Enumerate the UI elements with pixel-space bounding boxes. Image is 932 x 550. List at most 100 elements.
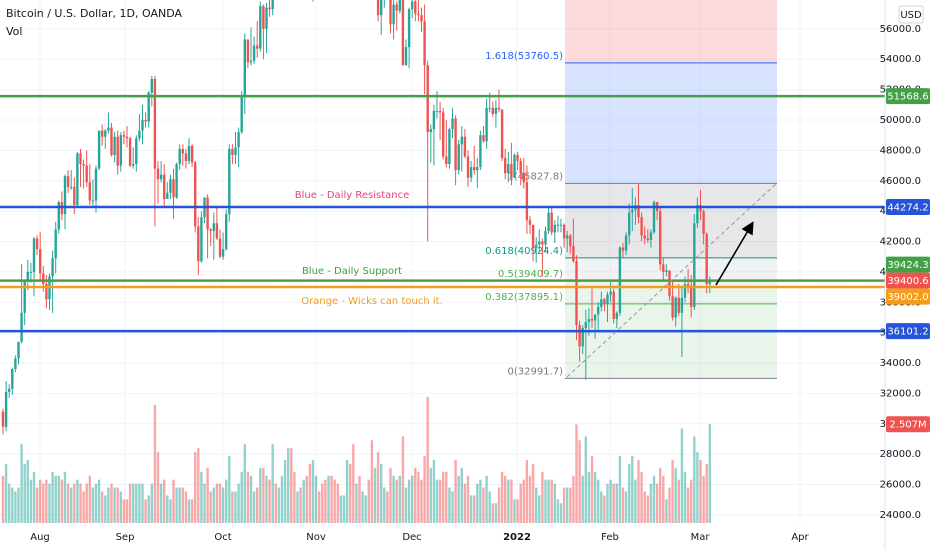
price-pane [1,0,711,435]
volume-bar [581,475,584,523]
y-tick-label: 48000.0 [880,145,921,156]
volume-bar [135,483,138,523]
volume-bar [314,475,318,523]
candle-body [590,318,594,321]
annotations: Blue - Daily Resistance Blue - Daily Supp… [295,190,443,307]
volume-bar [63,471,67,523]
price-label-box [886,88,930,105]
candle-body [435,110,439,112]
candle-body [414,1,417,14]
volume-bar [91,487,95,523]
candle-body [85,165,88,183]
candle-body [457,144,460,171]
volume-bar [215,483,219,523]
candle-body [113,136,116,155]
candle-body [240,97,243,133]
volume-bar [389,467,392,523]
volume-bar [426,396,429,523]
candle-body [392,4,395,25]
volume-bar [187,499,191,523]
x-tick-label: 2022 [503,532,531,543]
candle-body [97,130,101,169]
candle-body [221,249,225,257]
volume-bar [463,483,467,523]
candle-body [181,148,184,154]
candle-body [469,167,473,178]
volume-bar [290,448,293,523]
candle-body [423,21,426,66]
candle-body [57,202,60,230]
candle-body [212,223,215,231]
volume-bar [287,448,290,523]
volume-bar [504,475,507,523]
y-tick-label: 46000.0 [880,176,921,187]
volume-bar [370,440,374,523]
volume-bar [221,487,225,523]
volume-bar [48,483,51,523]
volume-bar [355,483,358,523]
volume-bar [435,479,439,523]
volume-bar [411,475,414,523]
volume-bar [321,483,324,523]
price-label-box [886,256,930,273]
candle-body [587,318,591,323]
fibonacci: 0(32991.7) 0.382(37895.1) 0.5(39409.7) 0.61… [485,0,777,379]
volume-bar [624,491,628,523]
candle-body [544,230,547,245]
volume-bar [82,491,85,523]
volume-bar [66,483,70,523]
price-label-box [886,416,930,433]
volume-bar [107,487,110,523]
candle-body [640,217,643,236]
candle-body [246,39,250,63]
volume-bar [401,436,405,523]
fib-zone [565,303,777,379]
candle-body [144,120,147,122]
candle-body [525,182,529,221]
candle-body [147,92,150,122]
volume-bar [438,479,442,523]
candle-body [646,238,649,240]
volume-bar [274,483,277,523]
volume-bar [26,459,29,523]
volume-bar [696,452,699,523]
volume-bar [144,499,147,523]
volume-bar [631,456,634,523]
candle-body [187,145,191,162]
volume-bar [212,487,215,523]
candle-body [668,270,671,297]
candle-body [156,168,160,180]
candle-body [693,223,696,307]
volume-bar [125,499,129,523]
candle-body [677,297,680,313]
candle-body [538,241,541,245]
volume-bar [138,483,141,523]
candle-body [519,161,522,174]
volume-bar [339,495,343,523]
volume-bar [94,483,98,523]
price-label: 44274.2 [887,202,928,213]
candle-body [411,1,414,10]
candle-body [76,153,79,206]
x-tick-label: Oct [214,532,231,543]
volume-bar [237,483,240,523]
candle-body [696,205,699,224]
volume-bar [476,483,479,523]
candle-body [20,312,23,342]
volume-bar [206,467,209,523]
volume-bar [299,487,302,523]
fib-label: 1(45827.8) [507,171,563,182]
volume-bar [590,456,594,523]
candle-body [26,271,29,280]
volume-bar [11,487,14,523]
volume-bar [240,471,243,523]
candle-body [460,136,463,145]
arrow [715,221,754,286]
trend-line [566,182,778,378]
volume-bar [392,475,395,523]
candle-body [128,138,132,166]
candle-body [562,224,566,239]
fib-zone [565,280,777,304]
volume-bar [634,479,637,523]
